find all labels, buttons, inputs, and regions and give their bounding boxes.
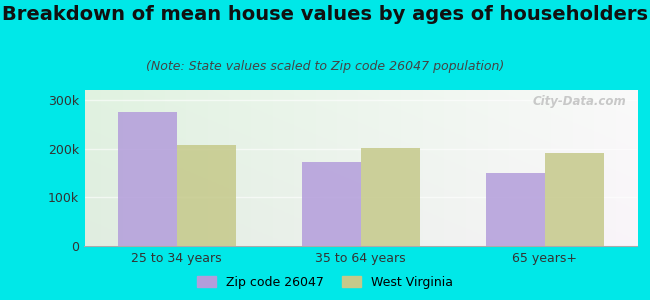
Bar	[118, 112, 177, 246]
Text: Breakdown of mean house values by ages of householders: Breakdown of mean house values by ages o…	[2, 4, 648, 23]
Bar	[177, 145, 235, 246]
Bar	[545, 153, 604, 246]
Bar	[361, 148, 420, 246]
Bar	[486, 173, 545, 246]
Text: City-Data.com: City-Data.com	[532, 95, 626, 108]
Text: (Note: State values scaled to Zip code 26047 population): (Note: State values scaled to Zip code 2…	[146, 60, 504, 73]
Legend: Zip code 26047, West Virginia: Zip code 26047, West Virginia	[192, 271, 458, 294]
Bar	[302, 162, 361, 246]
